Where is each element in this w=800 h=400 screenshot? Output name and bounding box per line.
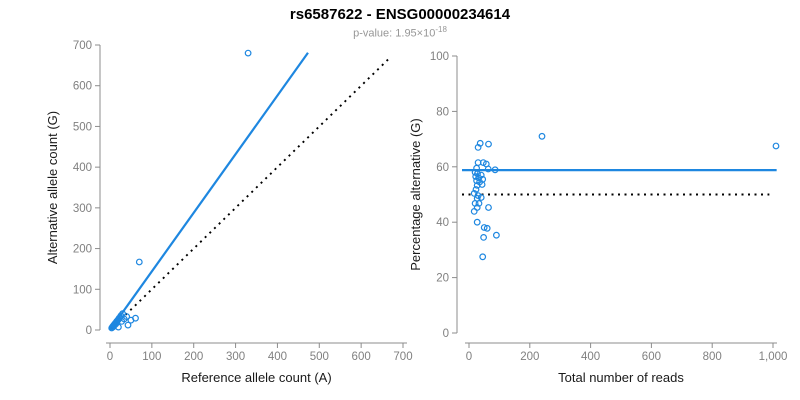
y-tick-label: 0 [86, 325, 92, 337]
y-tick-label: 0 [443, 328, 449, 340]
data-point [772, 142, 780, 150]
y-tick-label: 300 [73, 203, 92, 215]
data-point [470, 207, 478, 215]
data-point [493, 231, 500, 239]
data-point [478, 181, 486, 188]
x-tick-label: 600 [642, 351, 661, 363]
x-tick-label: 400 [581, 351, 600, 363]
y-tick-label: 600 [73, 81, 92, 93]
x-tick-label: 500 [310, 351, 329, 363]
y-axis-title: Percentage alternative (G) [408, 118, 423, 270]
data-point [491, 166, 499, 174]
x-tick-label: 0 [466, 351, 472, 363]
data-point [135, 258, 143, 266]
data-point [123, 313, 131, 321]
y-tick-label: 200 [73, 244, 92, 256]
data-point [483, 224, 491, 232]
p-value-subtitle: p-value: 1.95×10-18 [0, 25, 800, 40]
x-tick-label: 700 [393, 351, 412, 363]
data-point [479, 253, 487, 261]
data-point [477, 194, 485, 201]
data-point [485, 204, 492, 211]
x-tick-label: 100 [142, 351, 161, 363]
data-point [484, 165, 492, 173]
y-axis-title: Alternative allele count (G) [45, 111, 60, 264]
identity-line [111, 58, 390, 330]
y-tick-label: 100 [430, 51, 449, 63]
data-point [474, 143, 482, 151]
x-tick-label: 0 [107, 351, 113, 363]
y-tick-label: 20 [436, 273, 449, 285]
y-tick-label: 100 [73, 284, 92, 296]
data-point [124, 321, 132, 329]
data-point [132, 314, 139, 322]
x-tick-label: 1,000 [759, 351, 788, 363]
p-value-exponent: -18 [435, 25, 447, 34]
x-tick-label: 400 [268, 351, 287, 363]
y-tick-label: 400 [73, 162, 92, 174]
y-tick-label: 40 [436, 217, 449, 229]
y-tick-label: 700 [73, 40, 92, 52]
data-point [480, 224, 488, 231]
x-axis-title: Total number of reads [558, 370, 684, 385]
y-tick-label: 80 [436, 106, 449, 118]
x-axis-title: Reference allele count (A) [181, 370, 331, 385]
y-tick-label: 500 [73, 121, 92, 133]
data-point [480, 233, 488, 241]
plot-title: rs6587622 - ENSG00000234614 [289, 6, 511, 23]
x-tick-label: 300 [226, 351, 245, 363]
data-point [485, 140, 492, 148]
p-value-text: p-value: 1.95×10 [353, 27, 436, 40]
data-point [538, 132, 546, 140]
regression-line [109, 52, 309, 331]
data-point [114, 323, 122, 331]
y-tick-label: 60 [436, 162, 449, 174]
x-tick-label: 600 [352, 351, 371, 363]
x-tick-label: 200 [184, 351, 203, 363]
x-tick-label: 200 [520, 351, 539, 363]
data-point [472, 186, 480, 193]
data-point [244, 49, 252, 57]
x-tick-label: 800 [703, 351, 722, 363]
data-point [475, 199, 483, 207]
data-point [473, 218, 481, 226]
